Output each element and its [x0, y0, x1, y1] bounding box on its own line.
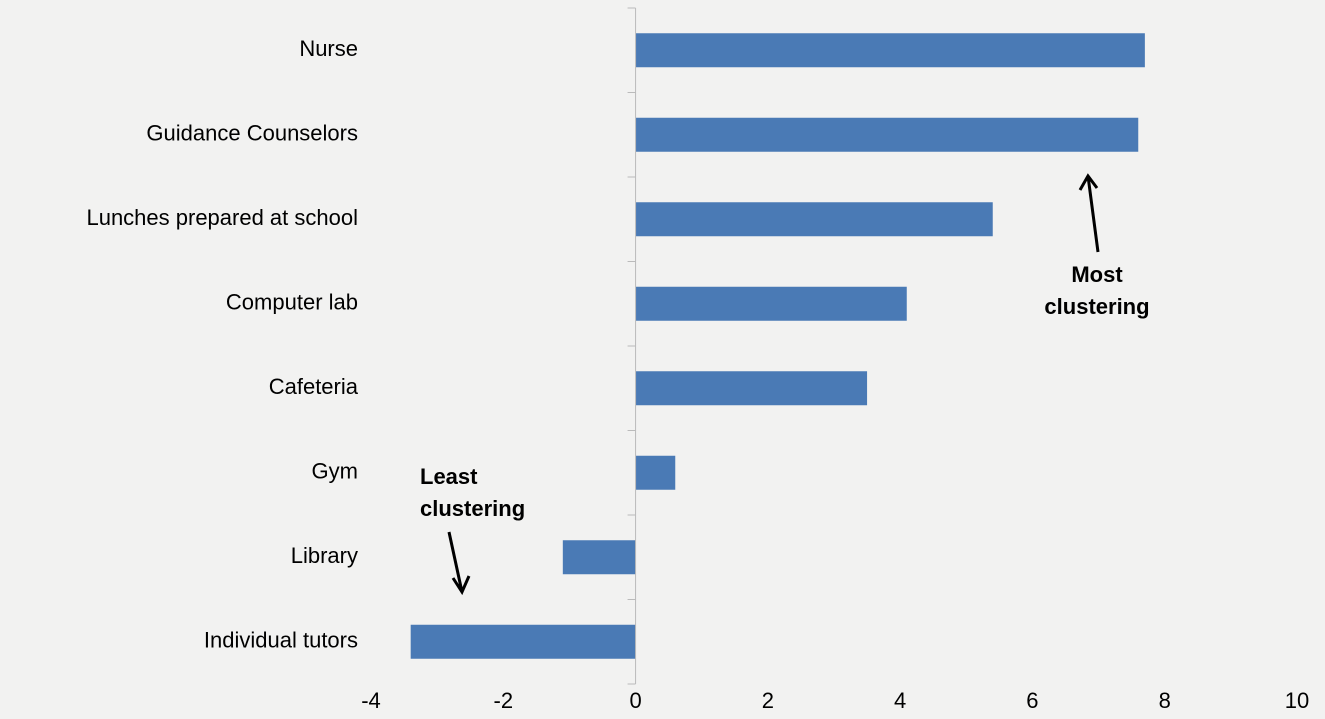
y-tick-label: Guidance Counselors [146, 121, 358, 146]
annotation: Least [420, 464, 478, 489]
y-tick-label: Cafeteria [269, 374, 359, 399]
x-tick-label: 4 [894, 688, 906, 713]
x-tick-label: 6 [1026, 688, 1038, 713]
bar [562, 540, 636, 575]
x-tick-label: -2 [494, 688, 514, 713]
y-tick-label: Individual tutors [204, 628, 358, 653]
y-tick-label: Nurse [299, 36, 358, 61]
bar [635, 286, 907, 321]
annotation: Most [1071, 262, 1123, 287]
x-tick-label: 10 [1285, 688, 1309, 713]
y-tick-label: Gym [312, 459, 358, 484]
x-tick-label: 8 [1159, 688, 1171, 713]
annotation-arrow [1078, 173, 1100, 253]
x-tick-label: 0 [629, 688, 641, 713]
x-tick-label: -4 [361, 688, 381, 713]
bar [635, 455, 676, 490]
bar [410, 624, 636, 659]
bar [635, 202, 993, 237]
bar [635, 371, 868, 406]
annotation: clustering [1044, 294, 1149, 319]
annotation: clustering [420, 496, 525, 521]
bar [635, 117, 1139, 152]
annotation-arrow [447, 531, 471, 596]
x-tick-label: 2 [762, 688, 774, 713]
y-tick-label: Computer lab [226, 290, 358, 315]
y-tick-label: Library [291, 543, 358, 568]
y-tick-label: Lunches prepared at school [86, 205, 358, 230]
bar [635, 33, 1145, 68]
